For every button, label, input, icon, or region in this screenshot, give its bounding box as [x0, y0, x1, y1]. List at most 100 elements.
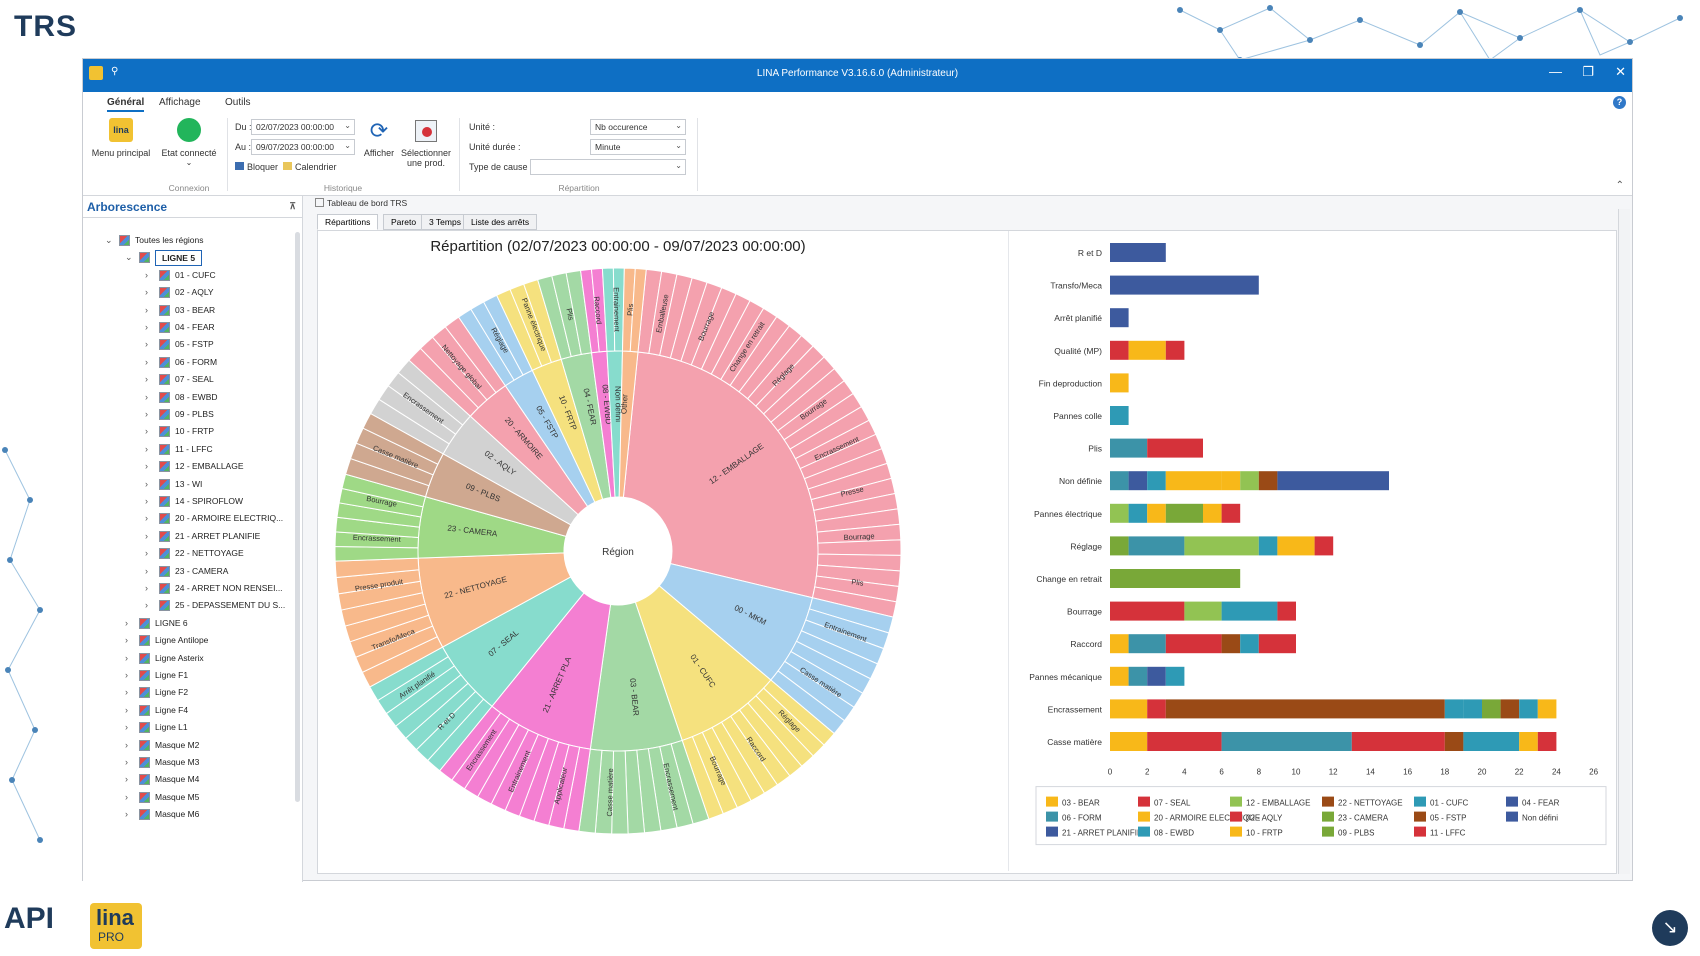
right-side-panel-tab[interactable]: [1618, 209, 1630, 874]
bar-segment[interactable]: [1128, 536, 1185, 556]
chevron-right-icon[interactable]: ›: [145, 269, 148, 280]
chevron-right-icon[interactable]: ›: [145, 287, 148, 298]
bar-segment[interactable]: [1110, 438, 1148, 458]
chevron-down-icon[interactable]: ⌄: [125, 252, 133, 263]
tree-item-machine[interactable]: › 10 - FRTP: [83, 423, 295, 440]
chevron-right-icon[interactable]: ›: [125, 704, 128, 715]
afficher-button[interactable]: ⟳ Afficher: [359, 118, 399, 158]
bar-segment[interactable]: [1110, 308, 1129, 328]
bar-segment[interactable]: [1110, 634, 1129, 654]
chevron-right-icon[interactable]: ›: [145, 426, 148, 437]
bar-segment[interactable]: [1203, 503, 1222, 523]
tab-repartitions[interactable]: Répartitions: [317, 214, 379, 230]
tree-item-machine[interactable]: › 12 - EMBALLAGE: [83, 458, 295, 475]
collapse-ribbon-icon[interactable]: ⌃: [1615, 180, 1624, 191]
bar-segment[interactable]: [1277, 536, 1315, 556]
tree-item-line[interactable]: › Ligne F4: [83, 702, 295, 719]
bar-segment[interactable]: [1110, 243, 1166, 262]
tree-item-line[interactable]: › Masque M4: [83, 771, 295, 788]
bar-segment[interactable]: [1165, 471, 1222, 491]
bar-segment[interactable]: [1110, 732, 1148, 751]
chevron-right-icon[interactable]: ›: [145, 600, 148, 611]
selectionner-prod-button[interactable]: Sélectionner une prod.: [401, 118, 451, 168]
sunburst-outer-segment[interactable]: [629, 268, 647, 353]
bar-segment[interactable]: [1519, 732, 1538, 751]
bar-segment[interactable]: [1128, 503, 1148, 523]
tree-item-line[interactable]: › Masque M6: [83, 806, 295, 823]
bar-segment[interactable]: [1240, 634, 1259, 654]
bloquer-button[interactable]: Bloquer: [235, 162, 278, 172]
chevron-right-icon[interactable]: ›: [125, 791, 128, 802]
bar-segment[interactable]: [1147, 503, 1166, 523]
unite-select[interactable]: Nb occurence ⌄: [590, 119, 686, 135]
chevron-right-icon[interactable]: ›: [145, 322, 148, 332]
tab-3-temps[interactable]: 3 Temps: [421, 214, 469, 230]
chevron-right-icon[interactable]: ›: [145, 583, 148, 593]
bar-segment[interactable]: [1128, 471, 1148, 491]
bar-segment[interactable]: [1147, 471, 1166, 491]
chevron-right-icon[interactable]: ›: [125, 739, 128, 750]
etat-connecte-button[interactable]: Etat connecté ⌄: [159, 118, 219, 167]
bar-segment[interactable]: [1110, 569, 1241, 588]
chevron-right-icon[interactable]: ›: [125, 757, 128, 767]
bar-segment[interactable]: [1110, 699, 1148, 719]
chevron-down-icon[interactable]: ⌄: [105, 235, 113, 245]
tree-item-line[interactable]: › Ligne F2: [83, 684, 295, 701]
bar-segment[interactable]: [1184, 536, 1259, 556]
bar-segment[interactable]: [1165, 503, 1203, 523]
chevron-right-icon[interactable]: ›: [125, 670, 128, 680]
tree-item-line[interactable]: › Masque M5: [83, 789, 295, 806]
bar-segment[interactable]: [1110, 666, 1129, 686]
tab-outils[interactable]: Outils: [225, 97, 251, 108]
bar-segment[interactable]: [1128, 666, 1148, 686]
bar-segment[interactable]: [1221, 732, 1352, 751]
tab-affichage[interactable]: Affichage: [159, 97, 201, 108]
bar-segment[interactable]: [1519, 699, 1538, 719]
bar-segment[interactable]: [1277, 471, 1389, 491]
tree-item-machine[interactable]: › 08 - EWBD: [83, 389, 295, 406]
bar-segment[interactable]: [1258, 471, 1278, 491]
bar-segment[interactable]: [1165, 340, 1185, 360]
sunburst-outer-segment[interactable]: [817, 539, 902, 556]
chevron-right-icon[interactable]: ›: [145, 530, 148, 541]
bar-segment[interactable]: [1147, 732, 1222, 751]
chevron-right-icon[interactable]: ›: [145, 496, 148, 506]
minimize-button[interactable]: —: [1549, 64, 1562, 79]
chevron-right-icon[interactable]: ›: [125, 687, 128, 698]
chevron-right-icon[interactable]: ›: [145, 304, 148, 315]
bar-segment[interactable]: [1110, 503, 1129, 523]
chevron-right-icon[interactable]: ›: [145, 461, 148, 472]
tree-item-line[interactable]: › Masque M3: [83, 754, 295, 771]
chevron-right-icon[interactable]: ›: [145, 409, 148, 419]
tree-item-root[interactable]: ⌄ Toutes les régions: [83, 232, 295, 249]
bar-segment[interactable]: [1128, 340, 1166, 360]
chevron-right-icon[interactable]: ›: [125, 652, 128, 663]
chevron-right-icon[interactable]: ›: [145, 391, 148, 402]
chevron-right-icon[interactable]: ›: [125, 809, 128, 820]
tree-scrollbar[interactable]: [295, 232, 300, 802]
tree-item-line[interactable]: › Ligne F1: [83, 667, 295, 684]
chevron-right-icon[interactable]: ›: [125, 635, 128, 646]
tree-item-line[interactable]: › Ligne L1: [83, 719, 295, 736]
bar-segment[interactable]: [1221, 601, 1278, 621]
tree-item-machine[interactable]: › 03 - BEAR: [83, 302, 295, 319]
bar-segment[interactable]: [1128, 634, 1166, 654]
tree-item-machine[interactable]: › 13 - WI: [83, 476, 295, 493]
tree-item-machine[interactable]: › 06 - FORM: [83, 354, 295, 371]
bar-segment[interactable]: [1444, 699, 1464, 719]
tab-liste-des-arrets[interactable]: Liste des arrêts: [463, 214, 538, 230]
bar-segment[interactable]: [1221, 634, 1241, 654]
tree-item-machine[interactable]: › 23 - CAMERA: [83, 563, 295, 580]
bar-segment[interactable]: [1482, 699, 1501, 719]
tree-item-machine[interactable]: › 07 - SEAL: [83, 371, 295, 388]
bar-segment[interactable]: [1110, 373, 1129, 393]
du-date-input[interactable]: 02/07/2023 00:00:00 ⌄: [251, 119, 355, 135]
bar-segment[interactable]: [1110, 601, 1185, 621]
tree-item-machine[interactable]: › 04 - FEAR: [83, 319, 295, 336]
pin-icon[interactable]: ⚲: [111, 66, 119, 77]
close-button[interactable]: ✕: [1615, 64, 1626, 79]
tree-item-machine[interactable]: › 01 - CUFC: [83, 267, 295, 284]
chevron-right-icon[interactable]: ›: [145, 443, 148, 454]
bar-segment[interactable]: [1221, 503, 1241, 523]
bar-segment[interactable]: [1240, 471, 1259, 491]
